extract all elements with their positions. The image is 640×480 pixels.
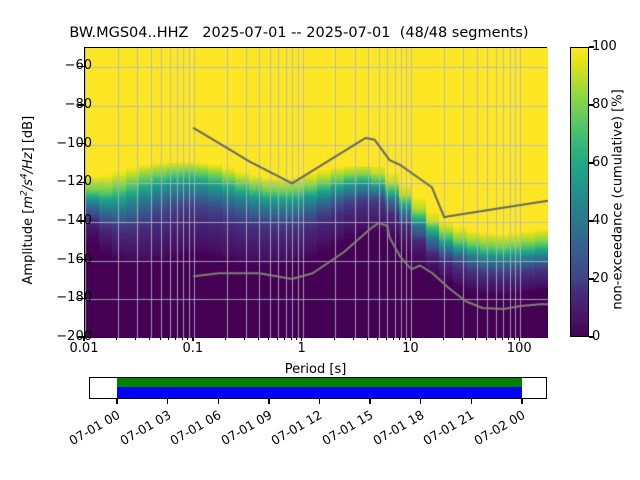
x-tick-minor [296, 337, 298, 340]
x-tick-minor [257, 337, 259, 340]
x-tick-minor [442, 337, 444, 340]
date-tick-label: 07-01 12 [268, 407, 325, 449]
x-tick-minor [494, 337, 496, 340]
x-tick-minor [399, 337, 401, 340]
date-tick-label: 07-01 09 [218, 407, 275, 449]
x-tick-minor [168, 337, 170, 340]
x-tick-label: 10 [402, 341, 419, 356]
y-tick-mark [78, 259, 84, 261]
y-tick-mark [78, 220, 84, 222]
x-tick-minor [485, 337, 487, 340]
date-tick-label: 07-01 21 [420, 407, 477, 449]
x-tick-minor [159, 337, 161, 340]
x-axis-label: Period [s] [284, 362, 347, 377]
x-tick-minor [225, 337, 227, 340]
x-tick-mark [83, 337, 85, 341]
x-tick-minor [276, 337, 278, 340]
x-tick-minor [175, 337, 177, 340]
x-tick-minor [333, 337, 335, 340]
x-tick-minor [508, 337, 510, 340]
x-tick-minor [393, 337, 395, 340]
x-tick-minor [377, 337, 379, 340]
x-tick-minor [290, 337, 292, 340]
y-tick-label: −100 [56, 135, 92, 151]
y-tick-label: −140 [56, 213, 92, 228]
data-coverage-bar[interactable] [89, 377, 547, 399]
date-tick-label: 07-01 15 [319, 407, 376, 449]
x-tick-minor [244, 337, 246, 340]
x-tick-minor [366, 337, 368, 340]
x-tick-minor [513, 337, 515, 340]
x-tick-minor [181, 337, 183, 340]
y-axis-label: Amplitude [m2/s4/Hz] [dB] [19, 115, 37, 285]
colorbar-tick-label: 0 [592, 329, 601, 344]
x-tick-label: 0.1 [182, 341, 204, 356]
date-tick-mark [470, 399, 473, 404]
figure-title: BW.MGS04..HHZ 2025-07-01 -- 2025-07-01 (… [69, 25, 529, 41]
x-tick-mark [301, 337, 303, 341]
coverage-data-band [116, 378, 522, 387]
noise-model-lines [85, 48, 548, 338]
colorbar-tick-label: 20 [592, 271, 609, 286]
date-tick-label: 07-02 00 [471, 407, 528, 449]
x-tick-mark [192, 337, 194, 341]
x-tick-label: 1 [297, 341, 306, 356]
y-tick-mark [78, 181, 84, 184]
y-tick-mark [78, 336, 84, 338]
x-tick-mark [518, 337, 520, 341]
date-tick-label: 07-01 06 [167, 407, 224, 449]
colorbar-tick-label: 60 [592, 155, 609, 170]
date-tick-mark [420, 399, 422, 404]
date-tick-label: 07-01 03 [116, 407, 174, 449]
x-tick-minor [116, 337, 118, 340]
y-tick-label: −80 [64, 97, 92, 112]
colorbar-tick-label: 80 [592, 97, 609, 112]
colorbar-tick-mark [589, 220, 594, 222]
colorbar-tick-mark [589, 278, 594, 280]
x-tick-minor [284, 337, 286, 340]
ppsd-plot-area[interactable] [84, 47, 548, 338]
x-tick-minor [268, 337, 270, 340]
y-tick-label: −120 [56, 174, 92, 190]
x-tick-minor [385, 337, 387, 340]
date-tick-label: 07-01 00 [66, 407, 123, 449]
date-tick-mark [217, 399, 219, 404]
x-tick-minor [135, 337, 137, 340]
colorbar-tick-label: 40 [592, 213, 609, 228]
x-tick-minor [475, 337, 477, 340]
y-tick-mark [78, 297, 84, 300]
date-tick-mark [369, 399, 371, 404]
colorbar-label: non-exceedance (cumulative) [%] [610, 89, 626, 310]
colorbar[interactable] [570, 47, 589, 337]
x-tick-mark [409, 337, 412, 341]
x-tick-minor [404, 337, 406, 340]
y-tick-label: −200 [56, 329, 92, 344]
coverage-span-band [116, 387, 522, 398]
x-tick-minor [501, 337, 503, 340]
y-tick-mark [78, 104, 84, 106]
y-tick-mark [78, 143, 84, 145]
x-tick-label: 100 [506, 341, 532, 356]
colorbar-tick-mark [589, 162, 594, 164]
colorbar-tick-mark [589, 46, 594, 48]
date-tick-mark [318, 399, 321, 404]
x-tick-minor [187, 337, 189, 340]
y-tick-mark [78, 65, 84, 68]
colorbar-tick-mark [589, 336, 594, 338]
date-tick-label: 07-01 18 [370, 407, 427, 449]
date-tick-mark [268, 399, 270, 404]
x-tick-minor [353, 337, 355, 340]
y-tick-label: −180 [56, 290, 92, 306]
colorbar-tick-label: 100 [592, 39, 617, 54]
x-tick-minor [461, 337, 463, 340]
date-tick-mark [116, 399, 118, 404]
colorbar-tick-mark [589, 104, 594, 106]
date-tick-mark [521, 399, 523, 404]
y-tick-label: −60 [64, 58, 92, 74]
date-tick-mark [166, 399, 169, 404]
x-tick-minor [149, 337, 150, 340]
x-tick-label: 0.01 [69, 341, 99, 356]
y-tick-label: −160 [56, 251, 92, 267]
